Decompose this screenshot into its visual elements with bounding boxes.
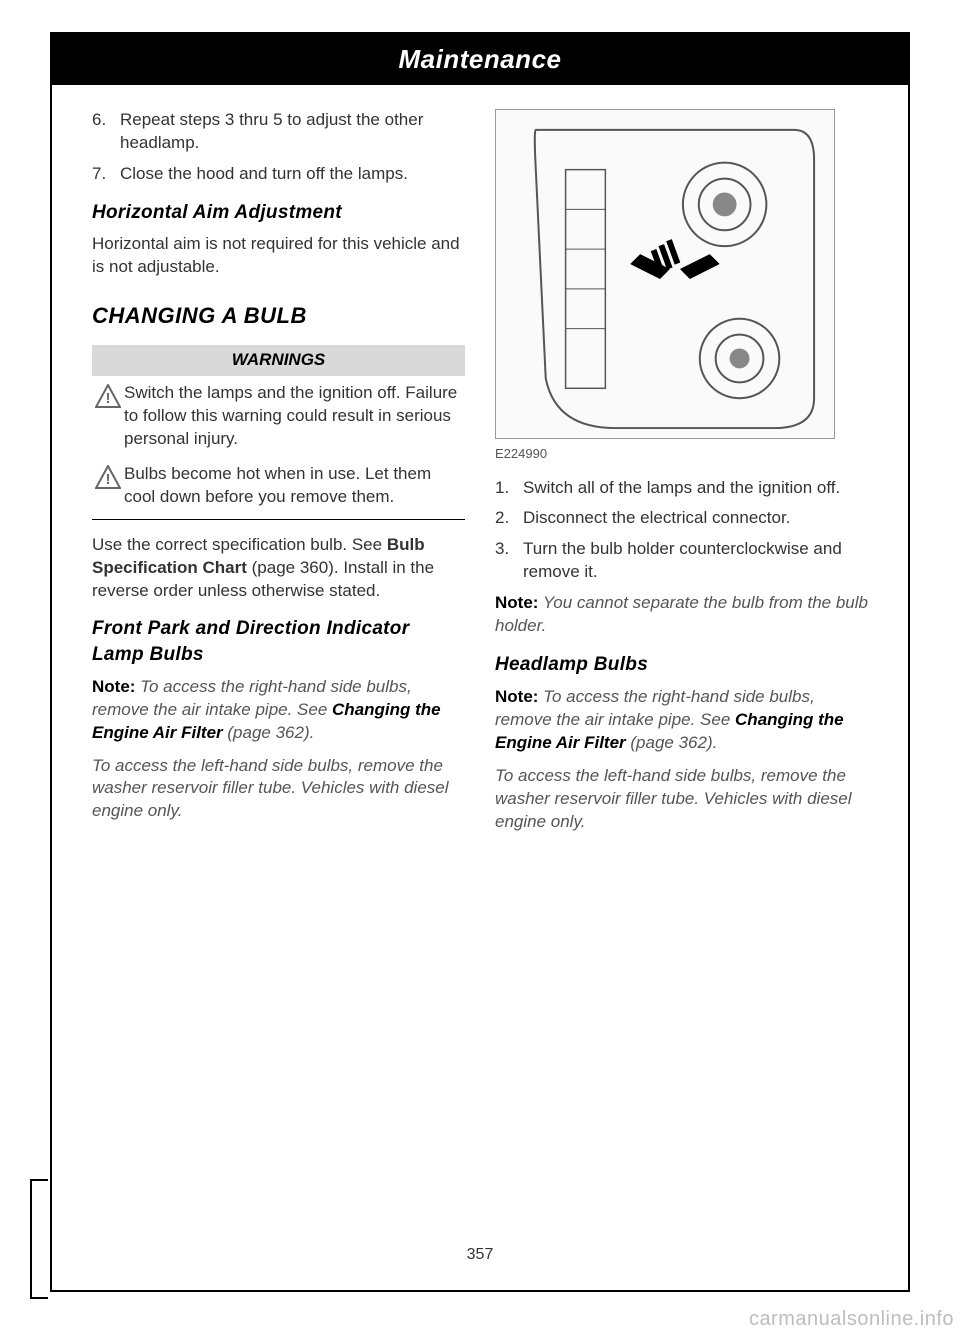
list-number: 7. — [92, 163, 120, 186]
list-text: Turn the bulb holder counterclockwise an… — [523, 538, 868, 584]
warnings-header: WARNINGS — [92, 345, 465, 376]
content-columns: 6. Repeat steps 3 thru 5 to adjust the o… — [52, 85, 908, 843]
warning-item: ! Switch the lamps and the ignition off.… — [92, 376, 465, 457]
note-text: (page 362). — [223, 723, 315, 742]
headlamp-diagram — [495, 109, 835, 439]
right-column: E224990 1. Switch all of the lamps and t… — [495, 109, 868, 843]
note-paragraph: To access the left-hand side bulbs, remo… — [495, 765, 868, 834]
list-item: 1. Switch all of the lamps and the ignit… — [495, 477, 868, 500]
note: Note: To access the right-hand side bulb… — [495, 686, 868, 755]
subheading-front-park: Front Park and Direction Indicator Lamp … — [92, 616, 465, 667]
header-title: Maintenance — [399, 44, 562, 74]
text: Use the correct specification bulb. See — [92, 535, 387, 554]
manual-page: Maintenance 6. Repeat steps 3 thru 5 to … — [50, 32, 910, 1292]
note-label: Note: — [92, 677, 135, 696]
note: Note: You cannot separate the bulb from … — [495, 592, 868, 638]
note-paragraph: To access the left-hand side bulbs, remo… — [92, 755, 465, 824]
list-text: Disconnect the electrical connector. — [523, 507, 790, 530]
paragraph: Use the correct specification bulb. See … — [92, 534, 465, 603]
list-number: 1. — [495, 477, 523, 500]
note-text: You cannot separate the bulb from the bu… — [495, 593, 868, 635]
svg-text:!: ! — [106, 471, 111, 488]
page-header: Maintenance — [52, 34, 908, 85]
left-column: 6. Repeat steps 3 thru 5 to adjust the o… — [92, 109, 465, 843]
list-item: 7. Close the hood and turn off the lamps… — [92, 163, 465, 186]
subheading-headlamp-bulbs: Headlamp Bulbs — [495, 652, 868, 678]
warning-icon: ! — [92, 463, 124, 489]
list-item: 6. Repeat steps 3 thru 5 to adjust the o… — [92, 109, 465, 155]
warning-text: Switch the lamps and the ignition off. F… — [124, 382, 465, 451]
note-text: (page 362). — [626, 733, 718, 752]
list-number: 6. — [92, 109, 120, 155]
list-number: 2. — [495, 507, 523, 530]
list-text: Close the hood and turn off the lamps. — [120, 163, 408, 186]
warning-text: Bulbs become hot when in use. Let them c… — [124, 463, 465, 509]
list-item: 3. Turn the bulb holder counterclockwise… — [495, 538, 868, 584]
page-number: 357 — [52, 1246, 908, 1264]
list-text: Repeat steps 3 thru 5 to adjust the othe… — [120, 109, 465, 155]
svg-text:!: ! — [106, 390, 111, 407]
heading-changing-bulb: CHANGING A BULB — [92, 301, 465, 331]
watermark: carmanualsonline.info — [749, 1308, 954, 1331]
paragraph: Horizontal aim is not required for this … — [92, 233, 465, 279]
divider — [92, 519, 465, 520]
note: Note: To access the right-hand side bulb… — [92, 676, 465, 745]
note-label: Note: — [495, 593, 538, 612]
warning-icon: ! — [92, 382, 124, 408]
list-item: 2. Disconnect the electrical connector. — [495, 507, 868, 530]
page-tab — [30, 1179, 48, 1299]
note-label: Note: — [495, 687, 538, 706]
diagram-id: E224990 — [495, 445, 868, 463]
list-number: 3. — [495, 538, 523, 584]
list-text: Switch all of the lamps and the ignition… — [523, 477, 840, 500]
subheading-horizontal-aim: Horizontal Aim Adjustment — [92, 200, 465, 226]
warning-item: ! Bulbs become hot when in use. Let them… — [92, 457, 465, 515]
